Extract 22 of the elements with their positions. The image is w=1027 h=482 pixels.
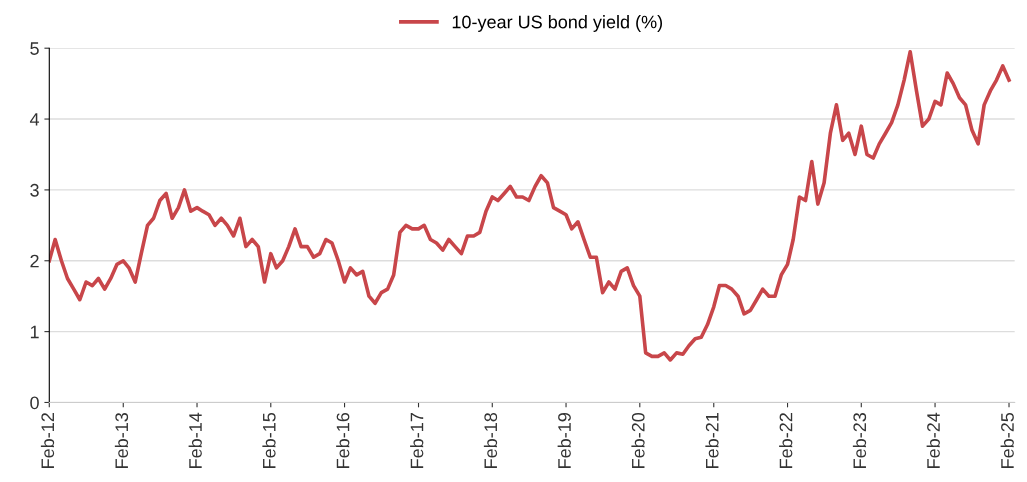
x-tick-label: Feb-16 bbox=[336, 412, 350, 468]
x-tick-label: Feb-18 bbox=[483, 412, 498, 468]
y-tick-label: 1 bbox=[30, 325, 39, 339]
x-tick-label: Feb-14 bbox=[188, 412, 202, 468]
x-tick-label: Feb-15 bbox=[262, 412, 276, 468]
x-tick-label: Feb-20 bbox=[631, 412, 645, 468]
legend-label: 10-year US bond yield (%) bbox=[452, 15, 663, 32]
y-tick-label: 3 bbox=[30, 183, 39, 197]
y-tick-label: 4 bbox=[29, 113, 40, 126]
y-tick-label: 5 bbox=[30, 42, 39, 55]
x-tick-label: Feb-19 bbox=[557, 413, 571, 468]
line-series bbox=[49, 49, 1011, 362]
y-tick-label: 2 bbox=[30, 254, 39, 268]
x-tick-label: Feb-23 bbox=[852, 412, 867, 468]
x-tick-label: Feb-13 bbox=[114, 412, 129, 468]
x-tick-label: Feb-12 bbox=[40, 413, 55, 468]
x-tick-label: Feb-22 bbox=[779, 413, 793, 468]
y-tick-label: 0 bbox=[30, 396, 39, 410]
x-tick-label: Feb-25 bbox=[1000, 412, 1014, 468]
x-tick-label: Feb-24 bbox=[926, 412, 940, 468]
x-tick-label: Feb-21 bbox=[705, 413, 719, 468]
x-tick-label: Feb-17 bbox=[410, 413, 424, 468]
